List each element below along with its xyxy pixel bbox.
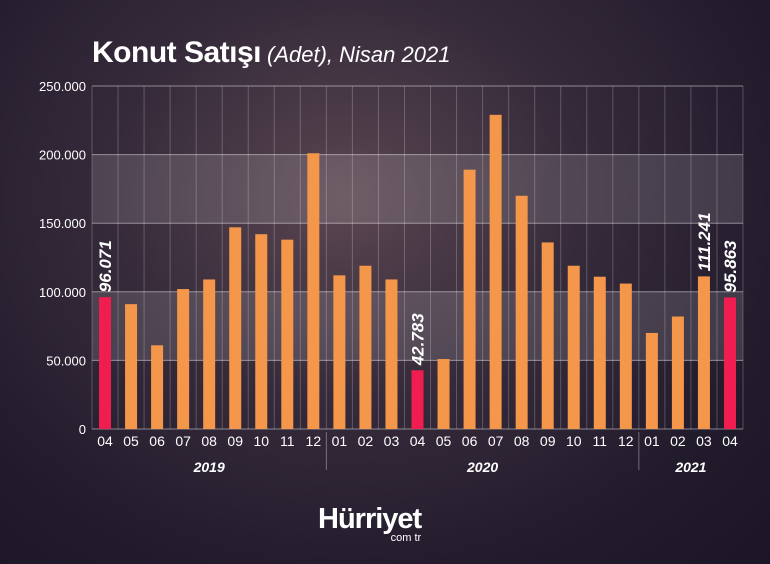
bar: [541, 242, 554, 429]
bar: [229, 227, 242, 429]
data-label: 42.783: [409, 313, 428, 367]
bar: [177, 289, 190, 429]
bar: [671, 316, 684, 429]
x-tick-label: 10: [253, 433, 269, 449]
chart-title-period: Nisan 2021: [333, 42, 451, 67]
x-tick-label: 08: [514, 433, 530, 449]
x-tick-label: 04: [722, 433, 738, 449]
bar: [99, 297, 112, 429]
bar: [385, 279, 398, 429]
chart-title-main: Konut Satışı: [92, 36, 262, 69]
bar: [515, 195, 528, 429]
y-tick-label: 50.000: [46, 353, 86, 368]
x-tick-label: 10: [566, 433, 582, 449]
x-tick-label: 12: [618, 433, 634, 449]
year-label: 2020: [466, 459, 498, 475]
x-tick-label: 01: [644, 433, 660, 449]
chart-title-unit: (Adet),: [267, 42, 334, 67]
x-tick-label: 11: [593, 433, 608, 449]
x-tick-label: 12: [306, 433, 322, 449]
hurriyet-logo: Hürriyet com tr: [318, 503, 422, 544]
x-tick-label: 06: [149, 433, 165, 449]
x-tick-label: 05: [436, 433, 452, 449]
bar: [125, 304, 138, 429]
bar: [463, 169, 476, 429]
bar: [619, 283, 632, 429]
x-tick-label: 03: [696, 433, 712, 449]
year-label: 2021: [674, 459, 706, 475]
y-tick-label: 250.000: [39, 79, 86, 94]
x-tick-label: 05: [123, 433, 139, 449]
bar: [255, 234, 268, 429]
x-tick-label: 01: [332, 433, 348, 449]
y-band-0: [92, 291, 743, 361]
bar: [567, 265, 580, 429]
bar: [489, 114, 502, 429]
data-label: 95.863: [721, 240, 740, 293]
bar: [307, 153, 320, 429]
y-band-1: [92, 154, 743, 224]
x-tick-label: 09: [540, 433, 556, 449]
bar: [333, 275, 346, 429]
x-tick-label: 09: [227, 433, 243, 449]
x-tick-label: 11: [280, 433, 295, 449]
bar: [151, 345, 164, 429]
bar: [359, 265, 372, 429]
y-tick-label: 150.000: [39, 216, 86, 231]
bar: [723, 297, 736, 429]
bar: [281, 239, 294, 429]
chart-title: Konut Satışı (Adet), Nisan 2021: [92, 36, 450, 70]
y-tick-label: 100.000: [39, 285, 86, 300]
x-tick-label: 04: [97, 433, 113, 449]
x-tick-label: 06: [462, 433, 478, 449]
x-tick-label: 03: [384, 433, 400, 449]
x-tick-label: 02: [670, 433, 686, 449]
bar: [697, 276, 710, 429]
bar: [437, 359, 450, 429]
x-tick-label: 08: [201, 433, 217, 449]
data-label: 96.071: [96, 240, 115, 292]
bar: [411, 370, 424, 429]
year-label: 2019: [193, 459, 225, 475]
y-tick-label: 0: [79, 422, 86, 437]
x-tick-label: 07: [175, 433, 191, 449]
x-tick-label: 04: [410, 433, 426, 449]
bar: [645, 332, 658, 429]
y-tick-label: 200.000: [39, 148, 86, 163]
logo-main-text: Hürriyet: [318, 503, 422, 535]
bar: [593, 276, 606, 429]
x-tick-label: 02: [358, 433, 374, 449]
data-label: 111.241: [695, 212, 714, 271]
logo-sub-text: com tr: [390, 532, 422, 544]
bar: [203, 279, 216, 429]
x-tick-label: 07: [488, 433, 504, 449]
